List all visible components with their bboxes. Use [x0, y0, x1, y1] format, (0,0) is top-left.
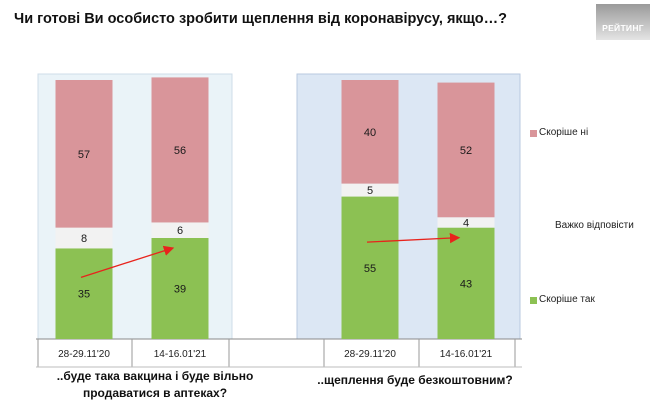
legend-swatch-no: [530, 130, 537, 137]
legend-label-hard-to-say: Важко відповісти: [555, 220, 634, 231]
bar-segment-yes-0: [55, 248, 113, 339]
bar-segment-no-2: [341, 80, 399, 184]
bar-value-label-yes-1: 39: [174, 283, 186, 295]
group-label-retail-line2: продаватися в аптеках?: [82, 386, 228, 400]
legend-label-yes: Скоріше так: [539, 294, 595, 305]
bar-value-label-no-1: 56: [174, 145, 186, 157]
bar-segment-hard-2: [341, 183, 399, 197]
bar-segment-no-1: [151, 77, 209, 223]
bar-segment-yes-1: [151, 237, 209, 339]
group-label-free: ..щеплення буде безкоштовним?: [290, 372, 540, 389]
legend-swatch-yes: [530, 297, 537, 304]
bar-segment-hard-1: [151, 222, 209, 238]
bar-value-label-yes-2: 55: [364, 263, 376, 275]
bar-value-label-yes-3: 43: [460, 278, 472, 290]
legend-label-no: Скоріше ні: [539, 127, 589, 138]
bar-value-label-no-2: 40: [364, 127, 376, 139]
trend-arrow-0: [80, 245, 175, 278]
group-label-retail: ..буде така вакцина і буде вільно продав…: [20, 368, 290, 402]
brand-logo: РЕЙТИНГ: [596, 4, 650, 40]
category-label-2: 28-29.11'20: [344, 349, 396, 360]
bar-segment-yes-2: [341, 196, 399, 339]
bar-segment-hard-3: [437, 217, 495, 228]
bar-value-label-no-3: 52: [460, 145, 472, 157]
bar-value-label-yes-0: 35: [78, 289, 90, 301]
bar-value-label-hard-2: 5: [367, 185, 373, 197]
bar-value-label-hard-0: 8: [81, 233, 87, 245]
bar-segment-no-0: [55, 80, 113, 228]
group-label-free-line1: ..щеплення буде безкоштовним?: [317, 373, 513, 387]
brand-label: РЕЙТИНГ: [602, 23, 644, 33]
chart-title: Чи готові Ви особисто зробити щеплення в…: [14, 11, 507, 27]
bar-segment-yes-3: [437, 227, 495, 339]
bar-segment-hard-0: [55, 227, 113, 249]
category-label-0: 28-29.11'20: [58, 349, 110, 360]
category-label-1: 14-16.01'21: [154, 349, 207, 360]
trend-arrow-1: [366, 232, 461, 244]
group-label-retail-line1: ..буде така вакцина і буде вільно: [56, 369, 254, 383]
bar-value-label-hard-3: 4: [463, 217, 469, 229]
bar-segment-no-3: [437, 82, 495, 218]
bar-value-label-hard-1: 6: [177, 225, 183, 237]
bar-value-label-no-0: 57: [78, 149, 90, 161]
category-label-3: 14-16.01'21: [440, 349, 493, 360]
